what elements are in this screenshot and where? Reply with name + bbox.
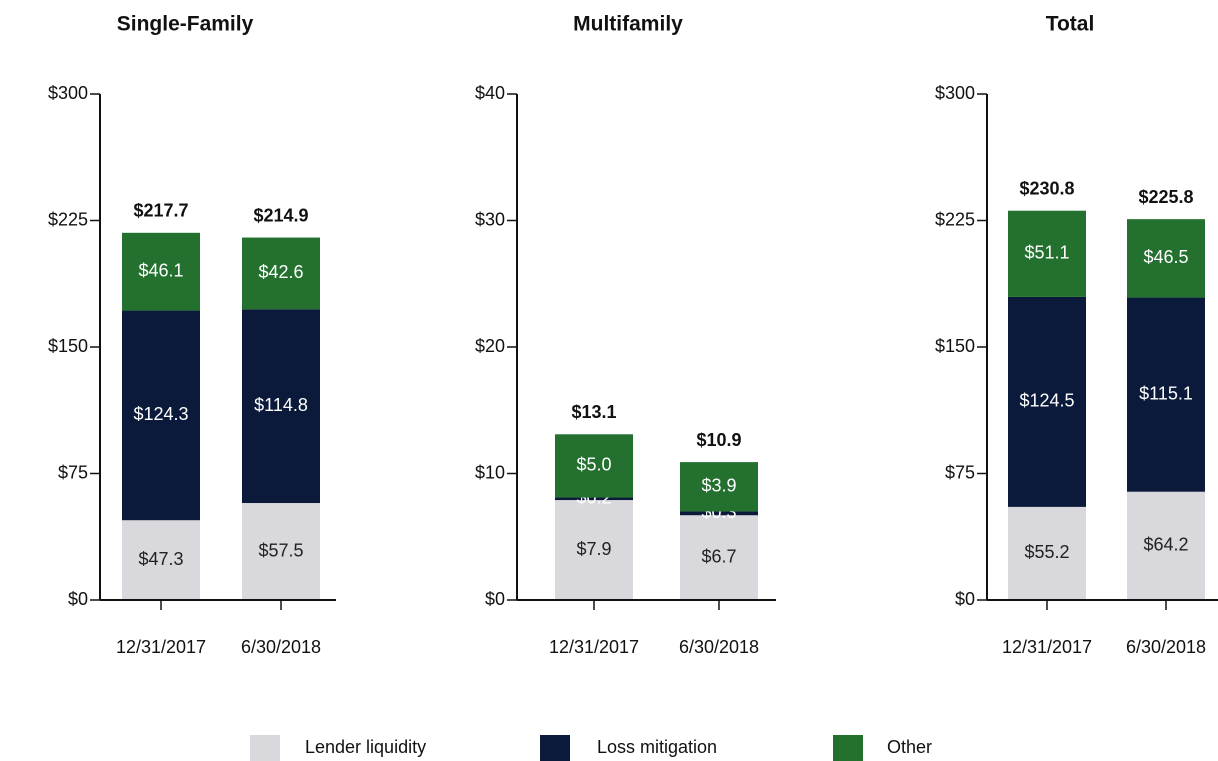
y-tick-label: $20 [475, 336, 505, 356]
bar-segment [680, 462, 758, 512]
chart-title: Single-Family [117, 13, 254, 36]
value-label: $55.2 [1024, 542, 1069, 562]
x-tick-label: 6/30/2018 [1126, 637, 1206, 657]
y-tick-label: $0 [485, 589, 505, 609]
value-label: $47.3 [138, 549, 183, 569]
value-label: $64.2 [1143, 535, 1188, 555]
y-tick-label: $75 [945, 462, 975, 482]
total-label: $214.9 [253, 205, 308, 225]
total-label: $10.9 [696, 430, 741, 450]
y-tick-label: $225 [935, 209, 975, 229]
x-tick-label: 12/31/2017 [1002, 637, 1092, 657]
x-tick-label: 6/30/2018 [241, 637, 321, 657]
legend-label: Loss mitigation [597, 737, 717, 757]
value-label: $124.5 [1019, 391, 1074, 411]
y-tick-label: $225 [48, 209, 88, 229]
value-label: $46.5 [1143, 247, 1188, 267]
bar-segment [1008, 296, 1086, 507]
total-label: $13.1 [571, 402, 616, 422]
bar-segment [122, 232, 200, 311]
value-label: $124.3 [133, 404, 188, 424]
y-tick-label: $300 [48, 83, 88, 103]
legend-swatch [833, 735, 863, 761]
value-label: $3.9 [701, 476, 736, 496]
bar-segment [1008, 210, 1086, 297]
x-tick-label: 12/31/2017 [549, 637, 639, 657]
bar-segment [242, 503, 320, 600]
value-label: $115.1 [1139, 383, 1193, 403]
total-label: $225.8 [1138, 187, 1193, 207]
bar-segment [1008, 506, 1086, 600]
bar-segment [1127, 491, 1205, 600]
y-tick-label: $300 [935, 83, 975, 103]
value-label: $42.6 [258, 262, 303, 282]
bar-segment [680, 515, 758, 600]
y-tick-label: $0 [68, 589, 88, 609]
y-tick-label: $40 [475, 83, 505, 103]
bar-segment [680, 511, 758, 516]
legend-swatch [540, 735, 570, 761]
bar-segment [242, 237, 320, 310]
chart-title: Total [1046, 13, 1095, 36]
total-label: $217.7 [133, 201, 188, 221]
bar-segment [555, 500, 633, 600]
x-tick-label: 6/30/2018 [679, 637, 759, 657]
value-label: $114.8 [254, 395, 308, 415]
legend-swatch [250, 735, 280, 761]
value-label: $5.0 [576, 455, 611, 475]
value-label: $6.7 [701, 546, 736, 566]
y-tick-label: $10 [475, 462, 505, 482]
y-tick-label: $150 [935, 336, 975, 356]
bar-segment [122, 310, 200, 521]
bar-segment [1127, 297, 1205, 492]
value-label: $7.9 [576, 539, 611, 559]
bar-segment [122, 520, 200, 600]
y-tick-label: $0 [955, 589, 975, 609]
value-label: $57.5 [258, 540, 303, 560]
y-tick-label: $30 [475, 209, 505, 229]
bar-segment [555, 497, 633, 501]
y-tick-label: $150 [48, 336, 88, 356]
legend-label: Lender liquidity [305, 737, 426, 757]
y-tick-label: $75 [58, 462, 88, 482]
x-tick-label: 12/31/2017 [116, 637, 206, 657]
total-label: $230.8 [1019, 178, 1074, 198]
value-label: $46.1 [138, 260, 183, 280]
bar-segment [1127, 219, 1205, 298]
bar-segment [555, 434, 633, 498]
chart-title: Multifamily [573, 13, 683, 36]
legend-label: Other [887, 737, 932, 757]
value-label: $51.1 [1024, 243, 1069, 263]
bar-segment [242, 309, 320, 504]
